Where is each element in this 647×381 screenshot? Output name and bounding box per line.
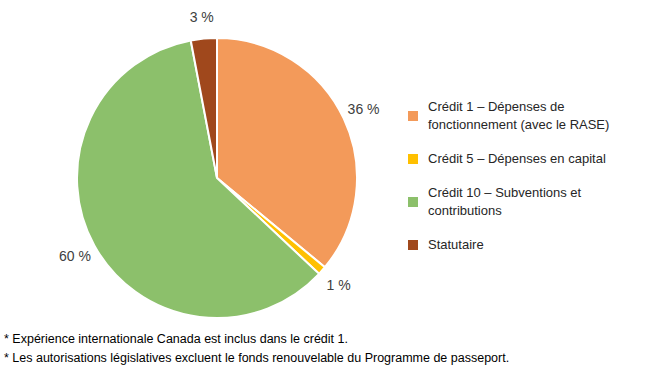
html-text:Crédit 5 – Dépenses en capital: Crédit 5 – Dépenses en capital xyxy=(428,151,606,166)
svg-text:1 %: 1 % xyxy=(326,277,350,293)
svg-text:3 %: 3 % xyxy=(190,9,214,25)
html-text:* Expérience internationale Ca: * Expérience internationale Canada est i… xyxy=(4,332,348,346)
html-text:Statutaire: Statutaire xyxy=(428,237,484,252)
svg-text:60 %: 60 % xyxy=(59,248,91,264)
svg-text:36 %: 36 % xyxy=(348,101,380,117)
html-text:Crédit 1 – Dépenses de fonctio: Crédit 1 – Dépenses de fonctionnement (a… xyxy=(428,99,610,132)
html-text:* Les autorisations législativ: * Les autorisations législatives excluen… xyxy=(4,351,510,365)
html-text:Crédit 10 – Subventions et con: Crédit 10 – Subventions et contributions xyxy=(428,185,582,218)
